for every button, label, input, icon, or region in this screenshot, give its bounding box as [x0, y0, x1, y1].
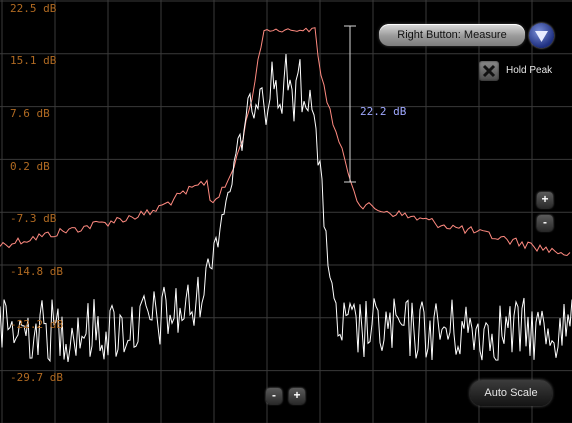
hold-peak-label: Hold Peak — [506, 65, 553, 76]
vertical-zoom-in-button[interactable]: + — [537, 192, 553, 208]
vertical-zoom-out-button[interactable]: - — [537, 215, 553, 231]
live-spectrum-trace — [0, 53, 572, 363]
db-label-5: -14.8 dB — [10, 265, 63, 278]
auto-scale-button[interactable]: Auto Scale — [470, 380, 552, 406]
peak-hold-trace — [0, 27, 571, 257]
right-button-mode-button[interactable]: Right Button: Measure — [379, 24, 525, 46]
db-label-4: -7.3 dB — [10, 212, 57, 225]
chevron-down-icon — [535, 31, 548, 42]
horizontal-zoom-in-button[interactable]: + — [289, 388, 305, 404]
hold-peak-checkbox[interactable] — [479, 61, 499, 81]
db-label-6: -22.2 dB — [10, 318, 63, 331]
mode-dropdown-button[interactable] — [529, 23, 554, 48]
measure-marker — [344, 25, 356, 183]
horizontal-zoom-out-button[interactable]: - — [266, 388, 282, 404]
db-label-3: 0.2 dB — [10, 160, 50, 173]
db-label-1: 15.1 dB — [10, 54, 57, 67]
measurement-readout: 22.2 dB — [360, 105, 407, 118]
db-label-7: -29.7 dB — [10, 371, 63, 384]
db-label-0: 22.5 dB — [10, 2, 57, 15]
checkmark-x-icon — [482, 64, 496, 78]
db-label-2: 7.6 dB — [10, 107, 50, 120]
